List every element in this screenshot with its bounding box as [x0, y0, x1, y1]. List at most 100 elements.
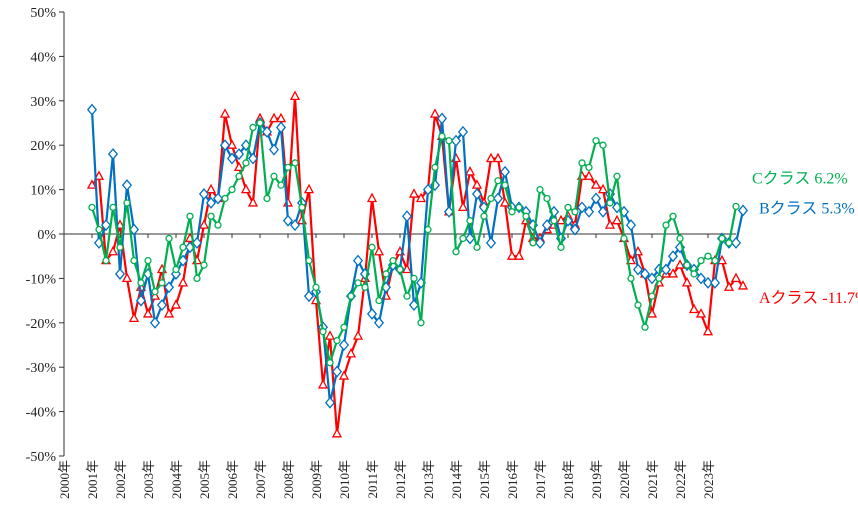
- data-point: [431, 163, 439, 172]
- x-axis-ticks: 2000年 2001年 2002年 2003年 2004年 2005年 2006年 2007年…: [57, 234, 716, 499]
- data-point: [583, 205, 595, 218]
- data-point: [312, 283, 320, 291]
- data-point: [88, 203, 96, 212]
- data-point: [207, 212, 215, 220]
- data-point: [702, 276, 714, 289]
- data-point: [457, 125, 469, 138]
- data-point: [275, 121, 287, 134]
- data-point: [681, 276, 693, 287]
- data-point: [667, 268, 679, 278]
- data-point: [177, 276, 189, 287]
- data-point: [583, 170, 595, 180]
- data-point: [100, 219, 112, 232]
- data-point: [149, 290, 161, 300]
- x-tick-label: 2009年: [309, 460, 324, 499]
- data-point: [464, 165, 476, 176]
- data-point: [193, 274, 201, 283]
- data-point: [352, 254, 364, 267]
- data-point: [317, 379, 329, 389]
- data-point: [604, 219, 616, 229]
- y-tick-label: 50%: [30, 6, 56, 21]
- data-point: [401, 263, 413, 274]
- data-point: [282, 214, 294, 227]
- data-point: [702, 325, 714, 336]
- data-point: [732, 202, 740, 211]
- x-tick-label: 2011年: [365, 460, 380, 499]
- data-point: [695, 308, 707, 318]
- data-point: [704, 252, 712, 260]
- data-point: [578, 159, 586, 167]
- data-point: [235, 172, 243, 180]
- data-point: [373, 245, 385, 256]
- data-point: [95, 225, 103, 234]
- data-point: [494, 177, 502, 185]
- data-point: [655, 274, 663, 283]
- data-point: [116, 243, 124, 251]
- data-point: [142, 308, 154, 318]
- y-tick-label: -50%: [26, 450, 57, 465]
- data-point: [555, 214, 567, 225]
- data-point: [165, 234, 173, 243]
- data-point: [219, 139, 231, 152]
- data-point: [144, 256, 152, 265]
- data-point: [725, 239, 733, 247]
- data-point: [730, 272, 742, 283]
- data-point: [128, 312, 140, 323]
- data-point: [396, 265, 404, 274]
- data-point: [613, 172, 621, 180]
- data-point: [170, 299, 182, 309]
- data-point: [121, 179, 133, 192]
- data-point: [443, 205, 455, 218]
- data-point: [93, 170, 105, 180]
- data-point: [590, 192, 602, 205]
- data-point: [569, 223, 581, 236]
- data-point: [634, 301, 642, 309]
- data-point: [382, 270, 390, 278]
- y-tick-label: -10%: [26, 272, 57, 287]
- series-end-label: Aクラス -11.7%: [759, 289, 858, 307]
- data-point: [709, 276, 721, 289]
- data-point: [557, 243, 565, 251]
- y-tick-label: -40%: [26, 406, 57, 421]
- data-point: [303, 183, 315, 194]
- data-point: [422, 183, 434, 196]
- data-point: [737, 280, 749, 290]
- x-tick-label: 2006年: [225, 460, 240, 499]
- x-tick-label: 2013年: [421, 460, 436, 499]
- data-point: [499, 197, 511, 207]
- data-point: [375, 296, 383, 305]
- x-tick-label: 2020年: [617, 460, 632, 499]
- data-point: [226, 139, 238, 149]
- data-point: [284, 163, 292, 172]
- data-point: [277, 181, 285, 189]
- data-point: [221, 194, 229, 203]
- data-point: [256, 119, 264, 127]
- data-point: [452, 248, 460, 256]
- data-point: [331, 427, 343, 438]
- series-end-label: Cクラス 6.2%: [752, 169, 848, 187]
- data-point: [163, 308, 175, 318]
- y-tick-label: 40%: [30, 50, 56, 65]
- data-point: [723, 281, 735, 291]
- y-tick-label: 20%: [30, 139, 56, 154]
- data-point: [415, 192, 427, 203]
- data-point: [170, 267, 182, 280]
- data-point: [466, 217, 474, 225]
- x-tick-label: 2021年: [645, 460, 660, 499]
- data-point: [541, 219, 553, 232]
- data-point: [471, 188, 483, 201]
- data-point: [107, 148, 119, 161]
- data-point: [130, 256, 138, 265]
- data-point: [340, 323, 348, 331]
- data-point: [114, 267, 126, 280]
- data-point: [219, 108, 231, 118]
- data-point: [261, 125, 273, 138]
- data-point: [191, 236, 203, 249]
- data-point: [151, 288, 159, 296]
- data-point: [149, 316, 161, 329]
- data-point: [205, 196, 217, 209]
- data-point: [660, 263, 672, 276]
- data-point: [459, 234, 467, 243]
- data-point: [606, 199, 614, 207]
